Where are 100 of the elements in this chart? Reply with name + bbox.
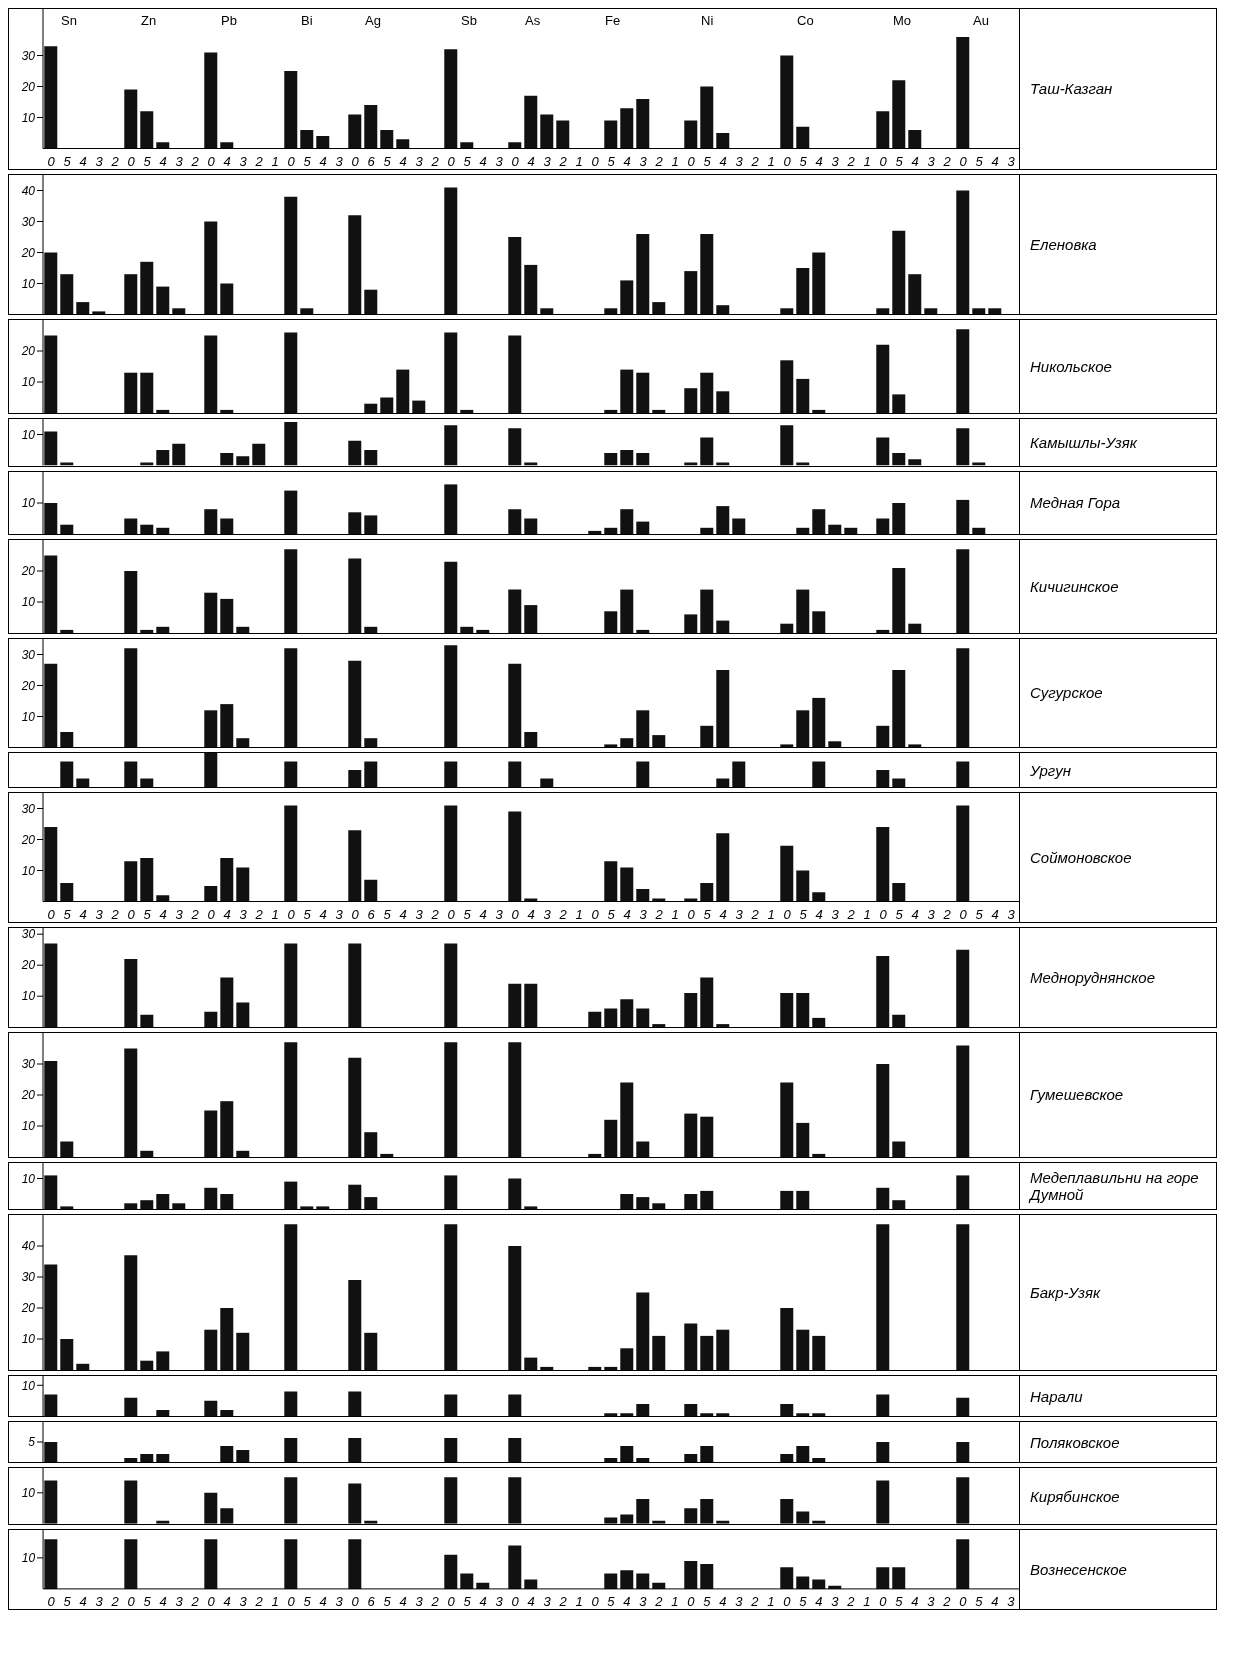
x-tick-label: 5: [303, 153, 312, 169]
x-tick-label: 4: [479, 153, 487, 169]
y-tick-label: 20: [20, 1301, 36, 1316]
annotation: Pb: [219, 13, 244, 28]
x-tick-label: 4: [719, 906, 727, 922]
x-tick-label: 0: [687, 153, 696, 169]
x-tick-label: 5: [143, 906, 152, 922]
y-tick-label: 20: [20, 832, 36, 847]
x-tick-label: 4: [223, 906, 231, 922]
x-tick-label: 0: [127, 153, 136, 169]
x-tick-label: 2: [190, 1594, 200, 1610]
x-tick-label: 0: [511, 153, 520, 169]
x-tick-label: 4: [991, 906, 999, 922]
x-tick-label: 5: [383, 153, 392, 169]
annotation: Fe: [603, 13, 628, 28]
annotation: Co: [795, 13, 820, 28]
x-tick-label: 2: [750, 1594, 760, 1610]
x-tick-label: 3: [95, 906, 104, 922]
x-tick-label: 4: [527, 153, 535, 169]
x-tick-label: 0: [591, 1594, 600, 1610]
x-tick-label: 0: [447, 153, 456, 169]
x-tick-label: 0: [959, 153, 968, 169]
x-tick-label: 5: [975, 1594, 984, 1610]
x-tick-label: 5: [383, 1594, 392, 1610]
x-tick-label: 0: [287, 906, 296, 922]
x-tick-label: 3: [95, 153, 104, 169]
x-tick-label: 3: [415, 153, 424, 169]
x-tick-label: 2: [190, 153, 200, 169]
x-tick-label: 4: [479, 906, 487, 922]
y2-axis-title: Еленовка: [1019, 174, 1215, 314]
x-tick-label: 1: [575, 153, 583, 169]
annotation: Au: [971, 13, 996, 28]
x-tick-label: 1: [863, 153, 871, 169]
x-tick-label: 3: [639, 153, 648, 169]
y2-axis-title: Медеплавильни на горе Думной: [1019, 1162, 1215, 1210]
y-tick-label: 20: [20, 957, 36, 972]
x-tick-label: 2: [110, 153, 120, 169]
x-tick-label: 0: [591, 906, 600, 922]
y2-axis-title: Гумешевское: [1019, 1032, 1215, 1157]
y-tick-label: 20: [20, 79, 36, 94]
x-tick-label: 2: [942, 1594, 952, 1610]
x-tick-label: 1: [271, 906, 279, 922]
x-tick-label: 0: [959, 906, 968, 922]
x-tick-label: 2: [750, 153, 760, 169]
x-tick-label: 3: [1007, 906, 1016, 922]
x-tick-label: 3: [335, 906, 344, 922]
x-tick-label: 3: [495, 1594, 504, 1610]
x-tick-label: 1: [671, 906, 679, 922]
x-tick-label: 0: [591, 153, 600, 169]
x-tick-label: 4: [223, 1594, 231, 1610]
y2-axis-title: Соймоновское: [1019, 793, 1215, 922]
x-tick-label: 5: [703, 906, 712, 922]
x-tick-label: 4: [319, 153, 327, 169]
x-tick-label: 5: [143, 153, 152, 169]
x-tick-label: 0: [879, 1594, 888, 1610]
x-tick-label: 0: [127, 1594, 136, 1610]
x-tick-label: 4: [159, 1594, 167, 1610]
y-tick-label: 20: [20, 1087, 36, 1102]
x-tick-label: 2: [558, 1594, 568, 1610]
x-tick-label: 2: [654, 153, 664, 169]
x-tick-label: 0: [351, 1594, 360, 1610]
x-tick-label: 5: [463, 153, 472, 169]
x-tick-label: 0: [47, 1594, 56, 1610]
x-tick-label: 2: [942, 153, 952, 169]
y-tick-label: 10: [21, 1378, 36, 1393]
x-tick-label: 4: [527, 906, 535, 922]
x-tick-label: 0: [687, 906, 696, 922]
x-tick-label: 4: [991, 1594, 999, 1610]
x-tick-label: 0: [879, 906, 888, 922]
x-tick-label: 6: [367, 906, 376, 922]
y-tick-label: 30: [21, 1056, 36, 1071]
x-tick-label: 4: [159, 153, 167, 169]
y-tick-label: 30: [21, 801, 36, 816]
y2-axis-title: Вознесенское: [1019, 1530, 1215, 1610]
y-tick-label: 10: [21, 709, 36, 724]
x-tick-label: 5: [975, 906, 984, 922]
x-tick-label: 0: [959, 1594, 968, 1610]
x-tick-label: 6: [367, 1594, 376, 1610]
x-tick-label: 2: [558, 153, 568, 169]
x-tick-label: 2: [430, 153, 440, 169]
x-tick-label: 4: [991, 153, 999, 169]
x-tick-label: 1: [767, 1594, 775, 1610]
y2-axis-title: Таш-Казган: [1019, 9, 1215, 169]
x-tick-label: 4: [223, 153, 231, 169]
x-tick-label: 3: [175, 1594, 184, 1610]
x-tick-label: 5: [607, 153, 616, 169]
y-tick-label: 30: [21, 214, 36, 229]
x-tick-label: 5: [63, 1594, 72, 1610]
y-tick-label: 10: [21, 594, 36, 609]
x-tick-label: 0: [511, 906, 520, 922]
x-tick-label: 3: [639, 1594, 648, 1610]
x-tick-label: 3: [927, 1594, 936, 1610]
x-tick-label: 4: [719, 153, 727, 169]
x-tick-label: 3: [175, 153, 184, 169]
x-tick-label: 5: [63, 906, 72, 922]
x-tick-label: 3: [927, 906, 936, 922]
y2-axis-title: Никольское: [1019, 320, 1215, 413]
x-tick-label: 0: [783, 153, 792, 169]
x-tick-label: 2: [846, 906, 856, 922]
x-tick-label: 4: [399, 153, 407, 169]
